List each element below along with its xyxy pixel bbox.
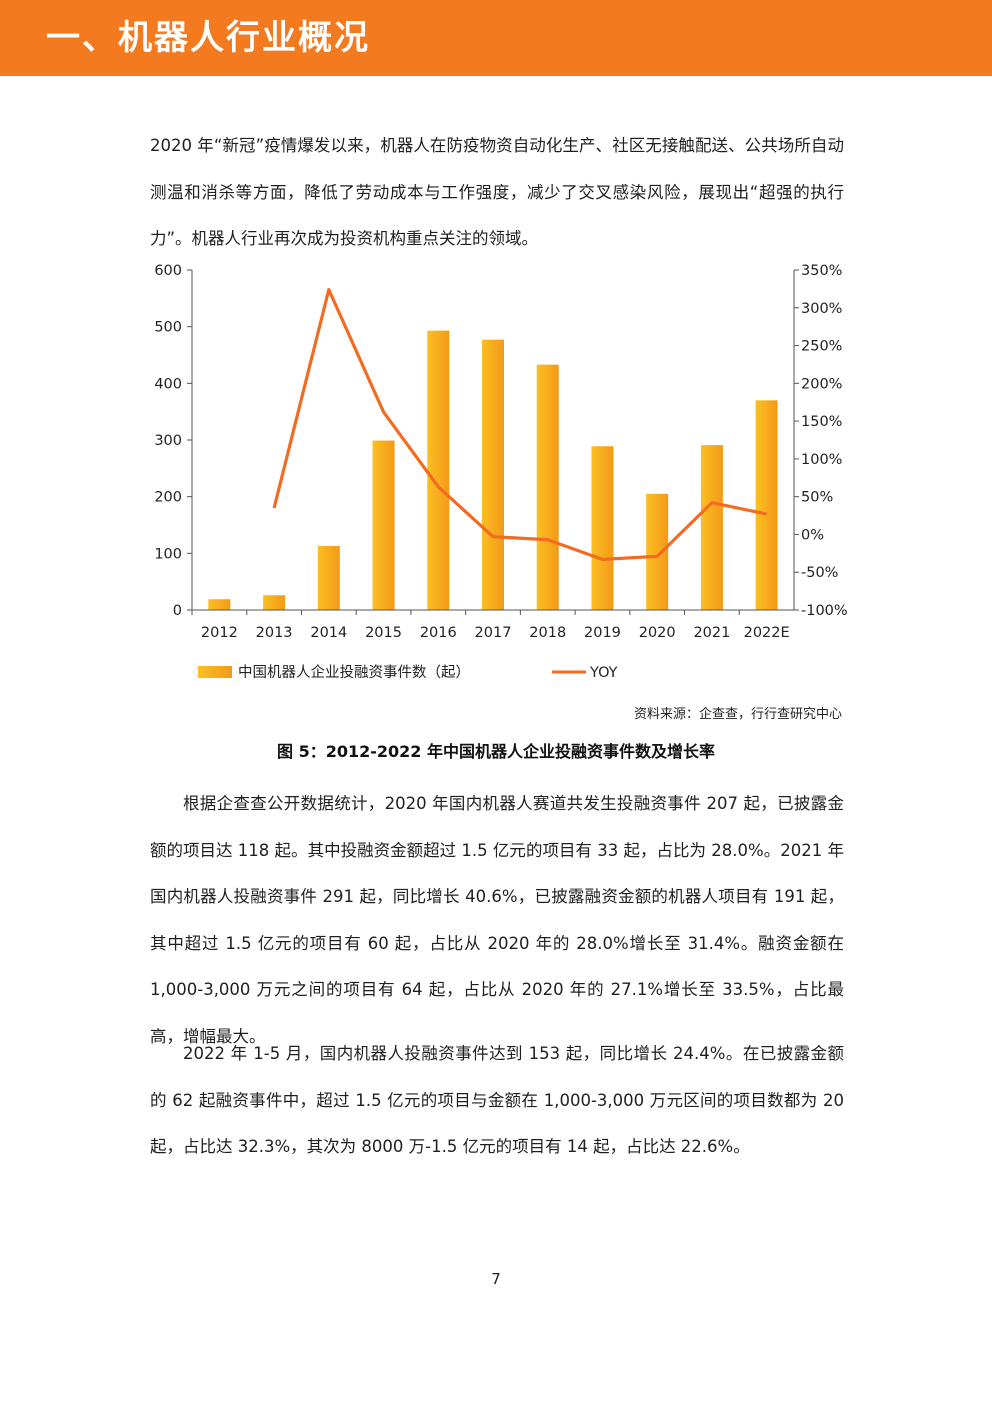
right-tick-label: -100% bbox=[801, 603, 848, 619]
x-tick-label: 2016 bbox=[420, 625, 457, 641]
x-tick-label: 2014 bbox=[310, 625, 347, 641]
x-tick-label: 2017 bbox=[475, 625, 512, 641]
right-tick-label: -50% bbox=[801, 565, 838, 581]
left-tick-label: 500 bbox=[154, 320, 182, 336]
left-tick-label: 100 bbox=[154, 546, 182, 562]
bar-2022E bbox=[755, 400, 778, 610]
bar-2017 bbox=[482, 339, 504, 610]
right-tick-label: 250% bbox=[801, 339, 842, 355]
right-tick-label: 100% bbox=[801, 452, 842, 468]
left-tick-label: 0 bbox=[173, 603, 182, 619]
x-tick-label: 2019 bbox=[584, 625, 621, 641]
bar-2013 bbox=[263, 595, 286, 610]
legend-line-label: YOY bbox=[589, 665, 618, 681]
bar-2021 bbox=[700, 445, 723, 610]
right-tick-label: 300% bbox=[801, 301, 842, 317]
x-tick-label: 2020 bbox=[639, 625, 676, 641]
header-bar bbox=[0, 0, 992, 76]
right-tick-label: 0% bbox=[801, 527, 824, 543]
bar-2015 bbox=[372, 440, 395, 610]
bar-2019 bbox=[591, 446, 614, 610]
right-tick-label: 50% bbox=[801, 490, 833, 506]
x-tick-label: 2022E bbox=[744, 625, 790, 641]
right-tick-label: 150% bbox=[801, 414, 842, 430]
legend-bar-swatch bbox=[198, 666, 232, 678]
figure-caption: 图 5：2012-2022 年中国机器人企业投融资事件数及增长率 bbox=[277, 742, 715, 761]
x-tick-label: 2015 bbox=[365, 625, 402, 641]
right-tick-label: 200% bbox=[801, 376, 842, 392]
left-tick-label: 400 bbox=[154, 376, 182, 392]
bar-2014 bbox=[317, 545, 340, 610]
right-tick-label: 350% bbox=[801, 263, 842, 279]
left-tick-label: 600 bbox=[154, 263, 182, 279]
yoy-line bbox=[272, 288, 767, 561]
x-tick-label: 2012 bbox=[201, 625, 238, 641]
x-tick-label: 2018 bbox=[529, 625, 566, 641]
left-tick-label: 300 bbox=[154, 433, 182, 449]
left-tick-label: 200 bbox=[154, 490, 182, 506]
bar-2012 bbox=[208, 599, 231, 610]
intro-paragraph: 2020 年“新冠”疫情爆发以来，机器人在防疫物资自动化生产、社区无接触配送、公… bbox=[150, 136, 844, 248]
bar-2018 bbox=[536, 364, 559, 610]
body-paragraph-2: 2022 年 1-5 月，国内机器人投融资事件达到 153 起，同比增长 24.… bbox=[150, 1044, 844, 1156]
source-note: 资料来源：企查查，行行查研究中心 bbox=[633, 707, 842, 722]
bar-2020 bbox=[646, 493, 669, 610]
page-number: 7 bbox=[491, 1270, 501, 1288]
x-tick-label: 2013 bbox=[256, 625, 293, 641]
investment-chart: 0 100 200 300 400 500 600 -100% -50% 0% 50% 100% 150… bbox=[154, 263, 848, 681]
x-tick-label: 2021 bbox=[693, 625, 730, 641]
body-paragraph-1: 根据企查查公开数据统计，2020 年国内机器人赛道共发生投融资事件 207 起，… bbox=[150, 794, 844, 1046]
section-title: 一、机器人行业概况 bbox=[46, 18, 370, 58]
bar-2016 bbox=[427, 330, 450, 610]
legend-bar-label: 中国机器人企业投融资事件数（起） bbox=[238, 663, 470, 681]
